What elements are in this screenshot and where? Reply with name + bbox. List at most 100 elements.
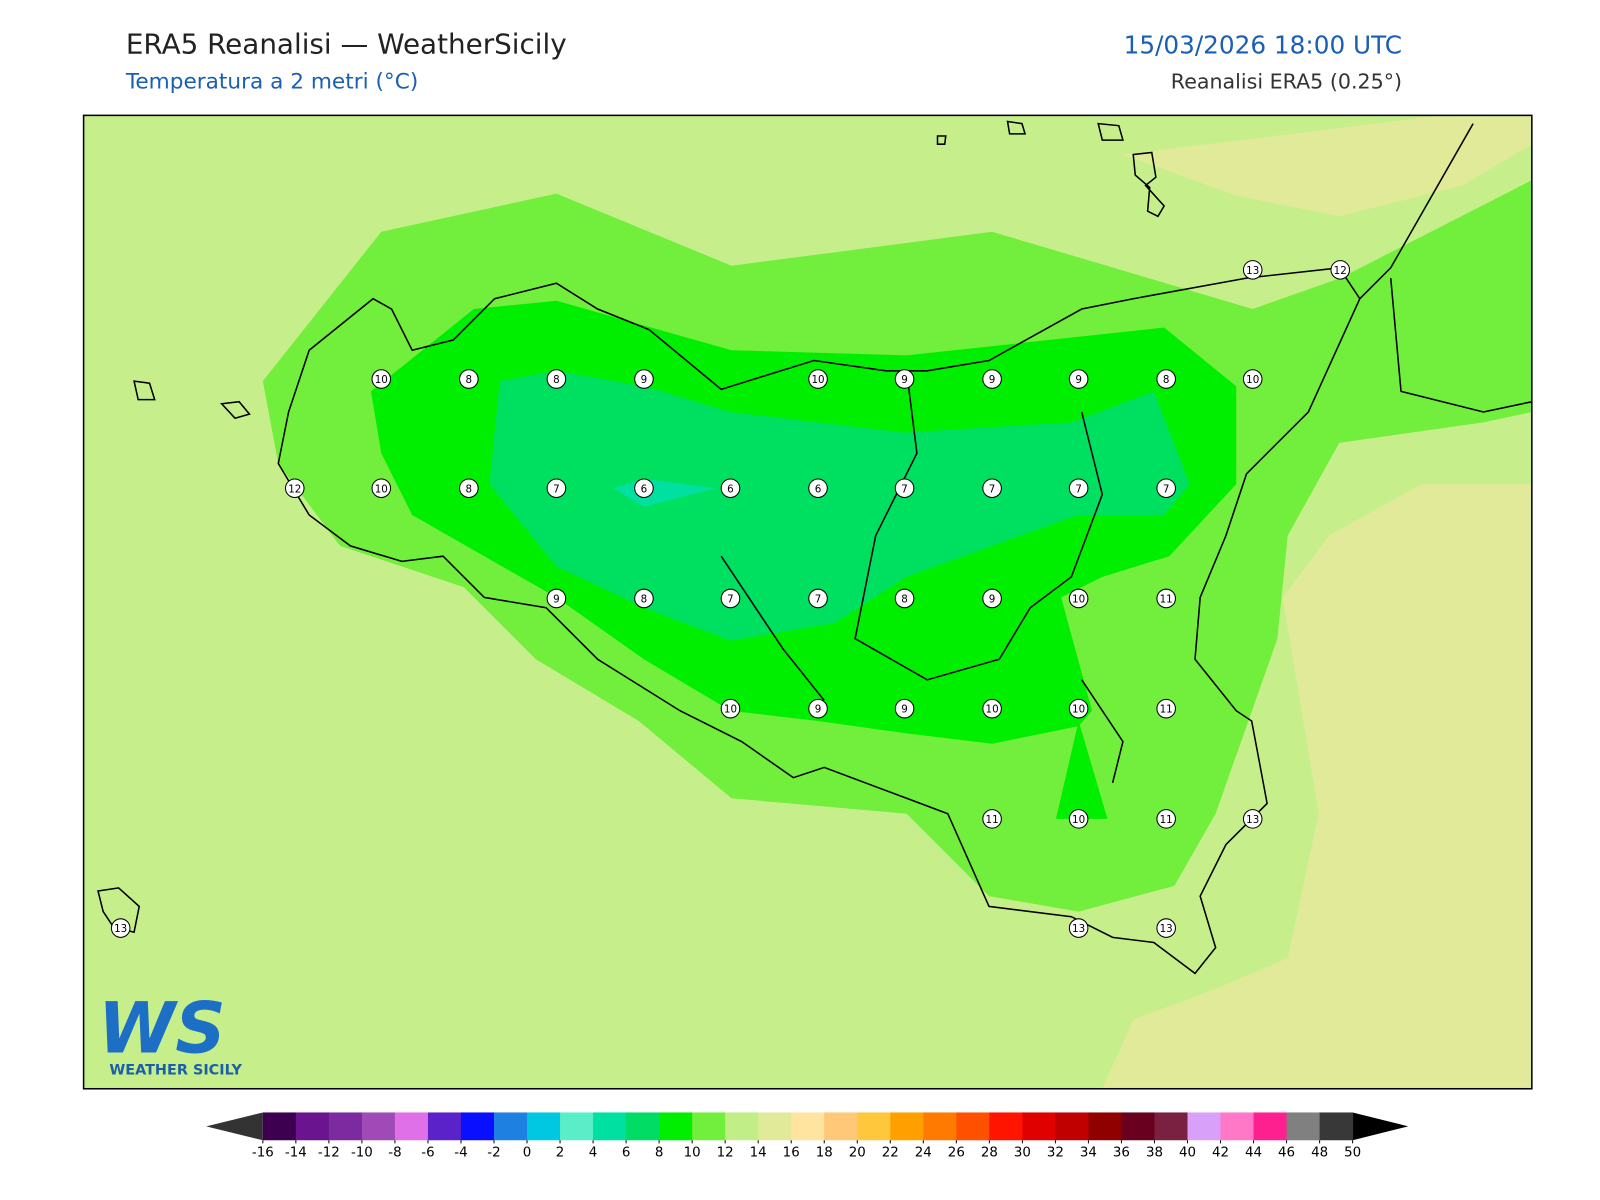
station: 7 (1156, 478, 1176, 499)
station: 12 (1330, 260, 1351, 280)
subtitle: Temperatura a 2 metri (°C) (125, 70, 418, 95)
station: 9 (894, 369, 915, 389)
station: 11 (1156, 588, 1176, 609)
station: 11 (1156, 809, 1176, 829)
station-value: 13 (1072, 923, 1085, 935)
station: 9 (982, 588, 1002, 609)
colorbar-tick-label: 48 (1311, 1146, 1328, 1161)
station-marker (546, 369, 567, 389)
station-marker (982, 588, 1002, 609)
station: 8 (459, 369, 479, 389)
station-marker (982, 698, 1002, 719)
colorbar-cell (295, 1112, 330, 1141)
colorbar-tick-label: -4 (454, 1146, 467, 1161)
colorbar-tick-label: 28 (981, 1146, 998, 1161)
station-marker (1156, 369, 1176, 389)
datetime: 15/03/2026 18:00 UTC (1124, 31, 1402, 60)
station: 7 (1068, 478, 1089, 499)
station: 10 (1068, 809, 1089, 829)
station-marker (1156, 918, 1176, 938)
colorbar: -16 -14 -12 -10 -8 -6 -4 -2 0 2 4 6 8 10 12 14 16 18 20 22 2… (206, 1112, 1409, 1161)
colorbar-tick-label: 32 (1047, 1146, 1064, 1161)
station: 13 (1068, 918, 1089, 938)
station-marker (1156, 698, 1176, 719)
station-marker (982, 809, 1002, 829)
logo-letters: WS (98, 988, 226, 1070)
logo: WS WEATHER SICILY (98, 988, 243, 1079)
colorbar-tick-label: -8 (388, 1146, 401, 1161)
colorbar-tick-label: 40 (1179, 1146, 1196, 1161)
islands (97, 120, 1166, 934)
station-marker (371, 369, 392, 389)
colorbar-tick-label: 0 (523, 1146, 532, 1161)
colorbar-cell (328, 1112, 363, 1141)
title: ERA5 Reanalisi — WeatherSicily (126, 28, 567, 61)
source: Reanalisi ERA5 (0.25°) (1171, 70, 1402, 94)
station-marker (284, 478, 305, 499)
station: 8 (546, 369, 567, 389)
station: 10 (982, 698, 1002, 719)
colorbar-cell (791, 1112, 825, 1141)
station-value: 10 (1072, 814, 1085, 826)
station: 9 (894, 698, 915, 719)
colorbar-cell (527, 1112, 561, 1141)
colorbar-tick-label: 42 (1212, 1146, 1229, 1161)
station: 10 (1068, 698, 1089, 719)
colorbar-cell (1253, 1112, 1288, 1141)
station: 8 (634, 588, 654, 609)
colorbar-cell (626, 1112, 660, 1141)
map-frame (82, 114, 1533, 1090)
station: 10 (720, 698, 741, 719)
station: 9 (1068, 369, 1089, 389)
colorbar-tick-label: 46 (1278, 1146, 1295, 1161)
station-value: 9 (1075, 374, 1082, 386)
colorbar-tick-label: 2 (556, 1146, 565, 1161)
station: 7 (546, 478, 567, 499)
station-marker (459, 478, 479, 499)
field-contour (1102, 484, 1532, 1089)
station: 10 (808, 369, 828, 389)
station-value: 7 (1163, 483, 1170, 495)
station: 10 (1068, 588, 1089, 609)
colorbar-cell (857, 1112, 891, 1141)
station-value: 10 (724, 704, 737, 716)
station-value: 6 (815, 483, 822, 495)
colorbar-cell (394, 1112, 429, 1141)
station-marker (1156, 809, 1176, 829)
colorbar-tick-label: 18 (816, 1146, 833, 1161)
colorbar-tick-label: -10 (351, 1146, 373, 1161)
station-value: 10 (986, 704, 999, 716)
station-marker (1330, 260, 1351, 280)
station: 7 (808, 588, 828, 609)
colorbar-cell (824, 1112, 858, 1141)
station-value: 9 (553, 593, 560, 605)
field-contour (1055, 721, 1108, 819)
colorbar-cell (1055, 1112, 1089, 1141)
station-value: 7 (727, 593, 734, 605)
logo-name: WEATHER SICILY (109, 1062, 242, 1078)
station: 10 (371, 369, 392, 389)
colorbar-cell (1088, 1112, 1122, 1141)
station-value: 13 (1246, 265, 1259, 277)
colorbar-cell (1220, 1112, 1255, 1141)
station-value: 6 (641, 483, 648, 495)
station: 7 (894, 478, 915, 499)
station-value: 10 (375, 483, 388, 495)
station-marker (1068, 369, 1089, 389)
station-value: 9 (901, 374, 908, 386)
colorbar-tick-label: 24 (915, 1146, 932, 1161)
station-value: 9 (901, 704, 908, 716)
colorbar-cell (1286, 1112, 1321, 1141)
station-marker (110, 918, 131, 938)
station-marker (1068, 809, 1089, 829)
station-marker (459, 369, 479, 389)
station: 9 (982, 369, 1002, 389)
station-marker (1068, 698, 1089, 719)
station: 12 (284, 478, 305, 499)
station-marker (1156, 478, 1176, 499)
colorbar-tick-label: 14 (750, 1146, 767, 1161)
colorbar-cell (989, 1112, 1023, 1141)
colorbar-tick-label: 50 (1344, 1146, 1361, 1161)
station-marker (894, 588, 915, 609)
